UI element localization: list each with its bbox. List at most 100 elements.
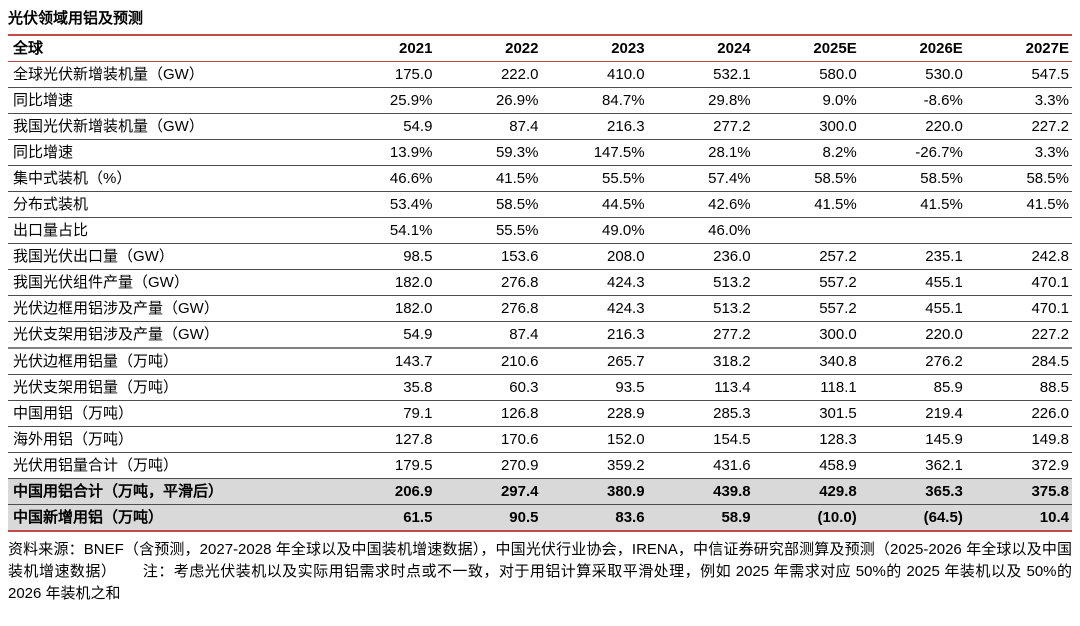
- cell-value: 455.1: [859, 295, 966, 322]
- cell-value: 439.8: [647, 478, 754, 505]
- cell-value: 424.3: [541, 295, 648, 322]
- cell-value: 58.5%: [753, 165, 860, 192]
- row-label: 光伏边框用铝量（万吨）: [8, 347, 330, 375]
- row-label: 同比增速: [8, 139, 330, 166]
- column-header-year: 2025E: [753, 35, 860, 62]
- cell-value: 57.4%: [647, 165, 754, 192]
- cell-value: 277.2: [647, 113, 754, 140]
- cell-value: 41.5%: [435, 165, 542, 192]
- cell-value: 13.9%: [329, 139, 436, 166]
- cell-value: 87.4: [435, 321, 542, 349]
- cell-value: 340.8: [753, 347, 860, 375]
- cell-value: 41.5%: [859, 191, 966, 218]
- cell-value: 26.9%: [435, 87, 542, 114]
- cell-value: 55.5%: [435, 217, 542, 244]
- cell-value: 276.8: [435, 295, 542, 322]
- table-row: 海外用铝（万吨） 127.8 170.6 152.0 154.5 128.3 145.9 14…: [8, 426, 1072, 453]
- table-row: 全球光伏新增装机量（GW） 175.0 222.0 410.0 532.1 580.0 53…: [8, 61, 1072, 88]
- table-row: 同比增速 13.9% 59.3% 147.5% 28.1% 8.2% -26.7% 3.3%: [8, 139, 1072, 166]
- table-row: 出口量占比 54.1% 55.5% 49.0% 46.0%: [8, 217, 1072, 244]
- cell-value: [753, 217, 860, 244]
- row-label: 出口量占比: [8, 217, 330, 244]
- cell-value: 257.2: [753, 243, 860, 270]
- column-header-year: 2023: [541, 35, 648, 62]
- cell-value: 58.9: [647, 504, 754, 531]
- cell-value: 152.0: [541, 426, 648, 453]
- cell-value: 228.9: [541, 400, 648, 427]
- cell-value: 179.5: [329, 452, 436, 479]
- cell-value: 547.5: [965, 61, 1072, 88]
- cell-value: 226.0: [965, 400, 1072, 427]
- cell-value: -26.7%: [859, 139, 966, 166]
- cell-value: 35.8: [329, 374, 436, 401]
- row-label: 光伏边框用铝涉及产量（GW）: [8, 295, 330, 322]
- cell-value: 362.1: [859, 452, 966, 479]
- cell-value: 220.0: [859, 321, 966, 349]
- cell-value: 365.3: [859, 478, 966, 505]
- cell-value: 513.2: [647, 269, 754, 296]
- cell-value: 84.7%: [541, 87, 648, 114]
- table-row: 我国光伏新增装机量（GW） 54.9 87.4 216.3 277.2 300.0 220.…: [8, 113, 1072, 140]
- cell-value: 182.0: [329, 269, 436, 296]
- cell-value: (10.0): [753, 504, 860, 531]
- cell-value: 46.0%: [647, 217, 754, 244]
- table-row: 光伏支架用铝涉及产量（GW） 54.9 87.4 216.3 277.2 300.0 220…: [8, 321, 1072, 349]
- row-label: 光伏用铝量合计（万吨）: [8, 452, 330, 479]
- cell-value: 118.1: [753, 374, 860, 401]
- cell-value: 88.5: [965, 374, 1072, 401]
- cell-value: 46.6%: [329, 165, 436, 192]
- note-text: 注：考虑光伏装机以及实际用铝需求时点或不一致，对于用铝计算采取平滑处理，例如 2…: [8, 563, 1072, 602]
- cell-value: 128.3: [753, 426, 860, 453]
- cell-value: 147.5%: [541, 139, 648, 166]
- row-label: 光伏支架用铝量（万吨）: [8, 374, 330, 401]
- source-note: 资料来源：BNEF（含预测，2027-2028 年全球以及中国装机增速数据），中…: [8, 539, 1072, 605]
- column-header-year: 2024: [647, 35, 754, 62]
- table-row: 中国新增用铝（万吨） 61.5 90.5 83.6 58.9 (10.0) (64.5) 10…: [8, 504, 1072, 531]
- cell-value: 126.8: [435, 400, 542, 427]
- cell-value: 557.2: [753, 269, 860, 296]
- row-label: 全球光伏新增装机量（GW）: [8, 61, 330, 88]
- row-label: 分布式装机: [8, 191, 330, 218]
- row-label: 集中式装机（%）: [8, 165, 330, 192]
- cell-value: 44.5%: [541, 191, 648, 218]
- cell-value: 235.1: [859, 243, 966, 270]
- table-row: 光伏支架用铝量（万吨） 35.8 60.3 93.5 113.4 118.1 85.9 88.…: [8, 374, 1072, 401]
- cell-value: 219.4: [859, 400, 966, 427]
- cell-value: 3.3%: [965, 139, 1072, 166]
- table-header-row: 全球 2021 2022 2023 2024 2025E 2026E 2027E: [8, 35, 1072, 62]
- table-row: 中国用铝合计（万吨，平滑后） 206.9 297.4 380.9 439.8 429.8 3…: [8, 478, 1072, 505]
- cell-value: 532.1: [647, 61, 754, 88]
- row-label: 我国光伏组件产量（GW）: [8, 269, 330, 296]
- cell-value: 54.9: [329, 113, 436, 140]
- row-label: 光伏支架用铝涉及产量（GW）: [8, 321, 330, 349]
- cell-value: 53.4%: [329, 191, 436, 218]
- cell-value: 154.5: [647, 426, 754, 453]
- cell-value: 222.0: [435, 61, 542, 88]
- table-row: 分布式装机 53.4% 58.5% 44.5% 42.6% 41.5% 41.5% 41.5%: [8, 191, 1072, 218]
- cell-value: 216.3: [541, 321, 648, 349]
- cell-value: 284.5: [965, 347, 1072, 375]
- column-header-year: 2027E: [965, 35, 1072, 62]
- source-text: 资料来源：BNEF（含预测，2027-2028 年全球以及中国装机增速数据），中…: [8, 541, 1072, 580]
- cell-value: 93.5: [541, 374, 648, 401]
- cell-value: 300.0: [753, 321, 860, 349]
- cell-value: 10.4: [965, 504, 1072, 531]
- cell-value: 470.1: [965, 269, 1072, 296]
- column-header-year: 2022: [435, 35, 542, 62]
- cell-value: 49.0%: [541, 217, 648, 244]
- cell-value: 54.1%: [329, 217, 436, 244]
- cell-value: 372.9: [965, 452, 1072, 479]
- cell-value: 375.8: [965, 478, 1072, 505]
- page-title: 光伏领域用铝及预测: [8, 10, 144, 27]
- cell-value: [859, 217, 966, 244]
- table-row: 我国光伏出口量（GW） 98.5 153.6 208.0 236.0 257.2 235.1…: [8, 243, 1072, 270]
- cell-value: 359.2: [541, 452, 648, 479]
- cell-value: 58.5%: [435, 191, 542, 218]
- cell-value: 127.8: [329, 426, 436, 453]
- column-header-scope: 全球: [8, 35, 330, 62]
- cell-value: 318.2: [647, 347, 754, 375]
- cell-value: 54.9: [329, 321, 436, 349]
- cell-value: 470.1: [965, 295, 1072, 322]
- cell-value: 216.3: [541, 113, 648, 140]
- report-page: 光伏领域用铝及预测 全球 2021 2022 2023 2024 2025E 2026E 20…: [8, 6, 1072, 605]
